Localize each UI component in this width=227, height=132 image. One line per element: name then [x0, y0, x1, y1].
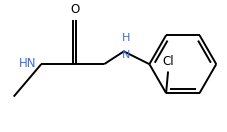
- Text: HN: HN: [19, 57, 36, 70]
- Text: Cl: Cl: [162, 55, 173, 68]
- Text: H: H: [121, 32, 129, 43]
- Text: O: O: [70, 3, 79, 16]
- Text: N: N: [121, 50, 129, 60]
